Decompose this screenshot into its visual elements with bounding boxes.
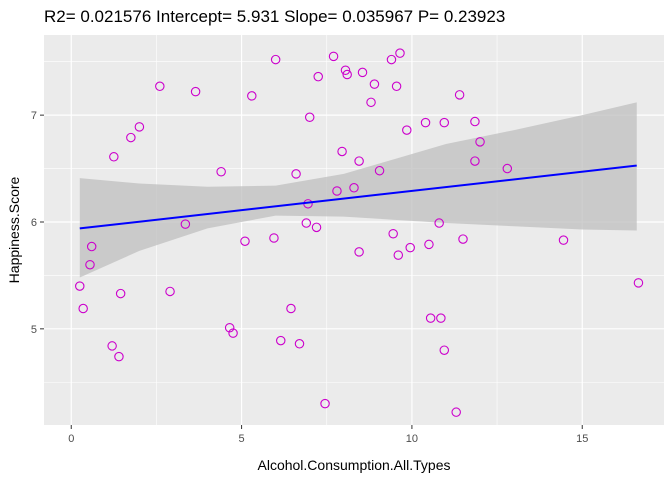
data-point: [85, 259, 95, 270]
data-point: [558, 235, 569, 245]
y-tick-label: 7: [31, 110, 37, 122]
data-point: [190, 86, 201, 97]
data-point: [269, 233, 279, 243]
x-tick-label: 0: [68, 433, 74, 445]
data-point: [391, 81, 402, 92]
data-point: [354, 156, 364, 166]
regression-line: [79, 164, 637, 230]
data-point: [395, 48, 405, 58]
data-point: [126, 132, 136, 143]
data-point: [349, 183, 359, 193]
data-point: [304, 112, 315, 123]
data-point: [458, 234, 468, 244]
data-point: [388, 228, 398, 239]
data-point: [109, 152, 119, 162]
confidence-band: [79, 102, 637, 278]
data-point: [354, 247, 364, 257]
data-point: [436, 313, 446, 323]
data-point: [155, 81, 165, 92]
data-point: [475, 137, 485, 147]
data-point: [470, 116, 480, 127]
x-tick-label: 10: [406, 433, 418, 445]
data-point: [180, 219, 191, 229]
data-points: [75, 48, 644, 417]
x-tick-label: 5: [239, 433, 245, 445]
data-point: [633, 278, 644, 288]
data-point: [357, 67, 368, 78]
data-point: [276, 335, 286, 346]
data-point: [405, 242, 415, 253]
data-point: [224, 323, 235, 333]
data-point: [439, 117, 450, 128]
chart-title: R2= 0.021576 Intercept= 5.931 Slope= 0.0…: [44, 7, 505, 26]
data-point: [320, 398, 330, 409]
data-point: [470, 156, 480, 166]
data-point: [216, 167, 226, 177]
data-point: [340, 65, 351, 76]
data-point: [502, 163, 513, 174]
data-point: [294, 339, 305, 349]
y-tick-label: 5: [31, 324, 37, 336]
x-tick-label: 15: [576, 433, 588, 445]
data-point: [393, 250, 404, 260]
grid-major: [44, 35, 664, 425]
data-point: [374, 165, 385, 176]
data-point: [78, 303, 88, 314]
data-point: [228, 328, 238, 338]
data-point: [240, 236, 250, 246]
y-axis-title: Happiness.Score: [6, 176, 22, 283]
data-point: [425, 313, 436, 323]
data-point: [369, 79, 380, 89]
data-point: [451, 407, 461, 417]
data-point: [439, 345, 450, 355]
data-point: [434, 218, 444, 228]
y-tick-label: 6: [31, 217, 37, 229]
data-point: [291, 169, 301, 179]
data-point: [165, 286, 175, 297]
data-point: [114, 351, 124, 362]
x-axis-title: Alcohol.Consumption.All.Types: [258, 457, 451, 473]
data-point: [366, 97, 376, 108]
data-point: [134, 122, 145, 132]
data-point: [420, 117, 431, 128]
data-point: [286, 303, 296, 314]
data-point: [301, 218, 312, 228]
data-point: [86, 241, 97, 252]
data-point: [424, 239, 434, 250]
data-point: [75, 281, 85, 291]
data-point: [311, 222, 322, 233]
data-point: [247, 91, 257, 101]
data-point: [270, 54, 281, 65]
data-point: [107, 341, 117, 351]
data-point: [454, 90, 465, 100]
y-axis-ticks: 5 6 7: [31, 110, 44, 336]
data-point: [332, 186, 342, 196]
data-point: [115, 288, 126, 299]
data-point: [328, 51, 339, 62]
x-axis-ticks: 0 5 10 15: [68, 425, 588, 445]
data-point: [342, 69, 352, 80]
data-point: [386, 54, 397, 65]
data-point: [337, 146, 347, 157]
data-point: [313, 71, 323, 82]
data-point: [402, 125, 412, 135]
